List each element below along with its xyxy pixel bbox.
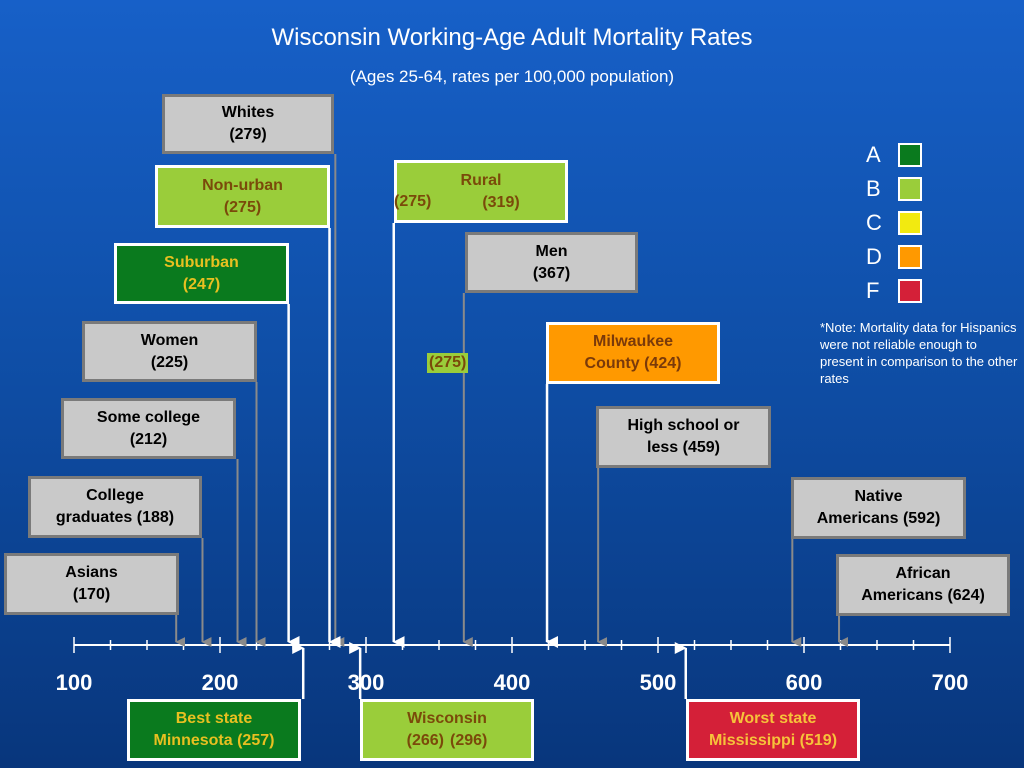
legend-swatch	[898, 177, 922, 201]
legend-item: F	[866, 278, 922, 304]
group-label: Milwaukee	[592, 333, 674, 350]
group-label: Native	[854, 488, 903, 505]
group-label: Men	[535, 242, 568, 260]
group-box-african-americans: African Americans (624)	[836, 554, 1010, 616]
axis-tick-label: 200	[201, 670, 239, 695]
axis-tick-label: 500	[639, 670, 677, 695]
legend-item: B	[866, 176, 922, 202]
rural-urban-value: (275)	[394, 193, 432, 210]
group-value: Americans (592)	[816, 510, 941, 527]
worst-state-value: Mississippi (519)	[708, 732, 838, 749]
group-value: less (459)	[647, 439, 720, 456]
hispanic-note: *Note: Mortality data for Hispanics were…	[820, 320, 1018, 386]
legend-letter: C	[866, 210, 882, 235]
group-box-high-school: High school or less (459)	[596, 406, 771, 468]
group-label: Non-urban	[202, 176, 283, 194]
axis-tick-label: 700	[931, 670, 969, 695]
group-box-men: Men (367)	[465, 232, 638, 293]
legend-item: C	[866, 210, 922, 236]
group-box-whites: Whites (279)	[162, 94, 334, 154]
legend-letter: D	[866, 244, 882, 269]
legend-item: A	[866, 142, 922, 168]
axis-tick-label: 400	[493, 670, 531, 695]
wisconsin-label: Wisconsin	[407, 710, 487, 727]
group-box-suburban: Suburban (247)	[114, 243, 289, 304]
group-label: Some college	[96, 408, 201, 426]
group-box-rural: Rural (319)	[394, 160, 568, 223]
legend-letter: A	[866, 142, 881, 167]
side-value-label: (275)	[427, 353, 469, 373]
legend-letter: F	[866, 278, 880, 303]
worst-state-box: Worst state Mississippi (519)	[686, 699, 860, 761]
wisconsin-box: Wisconsin (266) (296)	[360, 699, 534, 761]
group-value: graduates (188)	[55, 509, 175, 526]
wisconsin-value-high: (296)	[450, 732, 488, 749]
group-value: (367)	[532, 264, 571, 282]
group-value: (225)	[150, 353, 189, 371]
worst-state-label: Worst state	[729, 710, 817, 727]
group-label: Women	[140, 331, 199, 349]
group-box-milwaukee-county: Milwaukee County (424)	[546, 322, 720, 384]
legend-swatch	[898, 245, 922, 269]
group-value: (275)	[223, 198, 262, 216]
best-state-label: Best state	[175, 710, 253, 727]
best-state-value: Minnesota (257)	[153, 732, 275, 749]
group-label: Rural	[460, 171, 502, 189]
legend-swatch	[898, 211, 922, 235]
group-value: Americans (624)	[861, 587, 985, 604]
legend-swatch	[898, 279, 922, 303]
group-box-women: Women (225)	[82, 321, 257, 382]
group-value: County (424)	[584, 355, 682, 372]
group-label: Whites	[221, 104, 275, 121]
page-subtitle: (Ages 25-64, rates per 100,000 populatio…	[349, 67, 675, 86]
group-box-asians: Asians (170)	[4, 553, 179, 615]
best-state-box: Best state Minnesota (257)	[127, 699, 301, 761]
wisconsin-value-low: (266)	[406, 732, 444, 749]
legend-item: D	[866, 244, 922, 270]
group-label: Suburban	[164, 253, 239, 271]
group-value: (170)	[72, 586, 111, 603]
group-label: Asians	[65, 564, 118, 581]
group-box-non-urban: Non-urban (275)	[155, 165, 330, 228]
group-value: (319)	[482, 193, 520, 211]
group-label: African	[895, 565, 951, 582]
group-box-some-college: Some college (212)	[61, 398, 236, 459]
group-value: (279)	[229, 126, 267, 143]
axis-tick-label: 100	[55, 670, 93, 695]
page-title: Wisconsin Working-Age Adult Mortality Ra…	[271, 24, 753, 51]
axis-tick-label: 300	[347, 670, 385, 695]
legend-swatch	[898, 143, 922, 167]
group-label: College	[86, 487, 144, 504]
group-box-native-americans: Native Americans (592)	[791, 477, 966, 539]
group-box-college-graduates: College graduates (188)	[28, 476, 202, 538]
group-value: (247)	[182, 275, 221, 293]
axis-tick-label: 600	[785, 670, 823, 695]
group-label: High school or	[627, 417, 740, 434]
group-value: (212)	[129, 430, 168, 448]
legend-letter: B	[866, 176, 881, 201]
